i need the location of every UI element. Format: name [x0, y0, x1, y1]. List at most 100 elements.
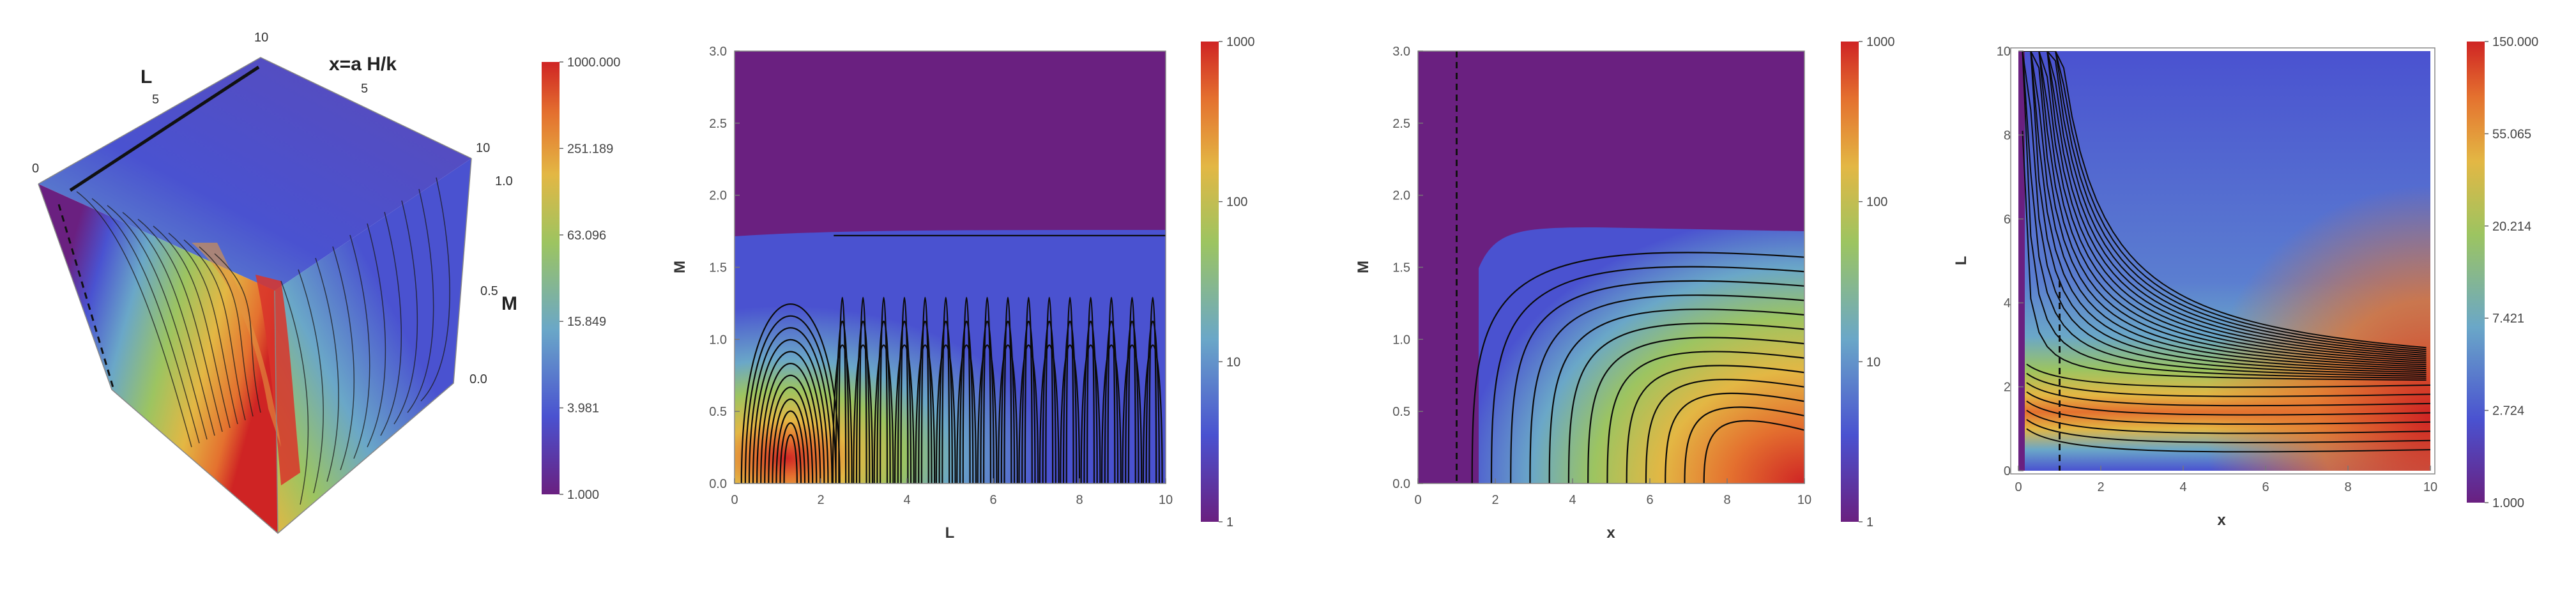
plot-2-contour	[1065, 297, 1074, 483]
plot-4-contour	[2022, 51, 2427, 349]
plot-4-xtick-label: 2	[2097, 480, 2104, 494]
cube-contour	[332, 246, 355, 471]
plot-2-contour	[853, 344, 874, 483]
colorbar-2	[1201, 42, 1219, 522]
plot-4-contour	[2022, 130, 2427, 381]
plot-4-xtick-label: 8	[2344, 480, 2351, 494]
plot-2-xlabel: L	[945, 524, 955, 542]
cube-plot: L x=a H/k M 0 5 10 0 5 10 1.0 0.5 0.0 1.…	[32, 31, 620, 534]
cube-axis-label-x: x=a H/k	[329, 54, 397, 75]
plot-2-ytick-label: 0.0	[709, 477, 727, 491]
plot-2-contour	[1145, 321, 1160, 483]
cube-hot-region	[255, 275, 300, 485]
colorbar-4-ticks: 1.000 2.724 7.421 20.214 55.065 150.000	[2485, 35, 2538, 510]
colorbar-3-ticks: 1 10 100 1000	[1859, 35, 1895, 529]
plot-4-contour	[2026, 400, 2430, 425]
plot-4-contour	[2026, 382, 2430, 407]
plot-2-contour	[855, 321, 871, 483]
plot-2-contour	[1021, 321, 1036, 483]
colorbar-1-tick-label: 15.849	[567, 315, 606, 329]
plot-2-ytick-label: 1.5	[709, 261, 727, 275]
plot-4-contour	[2022, 51, 2427, 354]
plot-4-axes: 0 2 4 6 8 10 0 2 4 6 8 10	[1997, 45, 2437, 494]
contour-plot-LM: 0 2 4 6 8 100.00.51.01.52.02.53.0 L M 1101001…	[671, 35, 1255, 542]
plot-2-contour	[956, 344, 977, 483]
plot-4-xtick-label: 10	[2423, 480, 2437, 494]
plot-3-contour	[1490, 266, 1804, 483]
plot-2-contour	[775, 410, 806, 483]
plot-4-xtick-label: 0	[2015, 480, 2022, 494]
cube-contour	[122, 211, 215, 436]
cube-L-tick-0: 0	[32, 162, 39, 176]
plot-3-contour	[1665, 392, 1804, 483]
plot-2-contour	[876, 321, 891, 483]
plot-2-contour	[894, 344, 915, 483]
plot-3-ytick-label: 0.0	[1392, 477, 1410, 491]
cube-top-face	[38, 57, 471, 291]
colorbar-3-tick-label: 100	[1866, 195, 1887, 209]
plot-2-contour	[1062, 321, 1078, 483]
plot-4-ytick-label: 10	[1997, 45, 2011, 59]
plot-4-ytick-label: 8	[2004, 128, 2011, 142]
plot-3-contour	[1626, 365, 1804, 483]
colorbar-2-tick-label: 100	[1226, 195, 1247, 209]
plot-2-contour	[1000, 321, 1016, 483]
cube-contour	[380, 211, 402, 436]
plot-4-contour	[2022, 51, 2427, 358]
plot-3-ylabel: M	[1355, 261, 1372, 273]
plot-2-contour	[1042, 321, 1056, 483]
plot-2-contour	[1083, 321, 1098, 483]
plot-2-ytick-label: 2.0	[709, 189, 727, 203]
plot-4-contour	[2022, 51, 2427, 351]
plot-2-contours	[740, 234, 1166, 483]
plot-4-left-strip	[2018, 51, 2025, 471]
cube-x-tick-5: 5	[361, 82, 368, 96]
colorbar-3-tick-label: 1000	[1866, 35, 1895, 49]
plot-4-hot-band	[2018, 51, 2430, 471]
colorbar-3-tick-label: 10	[1866, 355, 1880, 369]
plot-2-contour	[838, 297, 847, 483]
cube-x-tick-10: 10	[476, 141, 490, 155]
cube-contour	[168, 232, 238, 425]
cube-contour	[137, 218, 223, 432]
plot-2-xtick-label: 0	[731, 493, 738, 507]
plot-2-contour	[832, 344, 853, 483]
plot-2-contour	[1107, 297, 1116, 483]
plot-2-ytick-label: 0.5	[709, 405, 727, 419]
plot-3-ytick-label: 1.5	[1392, 261, 1410, 275]
plot-2-ytick-label: 2.5	[709, 117, 727, 131]
plot-4-contour	[2022, 51, 2427, 374]
cube-contour	[420, 177, 450, 402]
plot-4-xtick-label: 4	[2179, 480, 2186, 494]
plot-3-field	[1479, 227, 1804, 483]
plot-2-xtick-label: 2	[817, 493, 824, 507]
plot-2-xtick-label: 4	[903, 493, 910, 507]
plot-2-xtick-label: 10	[1159, 493, 1173, 507]
cube-contour	[393, 200, 418, 425]
plot-2-contour	[873, 344, 894, 483]
cube-dashed-line	[57, 204, 115, 390]
plot-4-contour	[2026, 372, 2430, 397]
plot-3-ytick-label: 2.0	[1392, 189, 1410, 203]
plot-2-contour	[918, 321, 933, 483]
plot-2-contour	[915, 344, 936, 483]
plot-2-contour	[1101, 344, 1122, 483]
colorbar-1-tick-label: 1000.000	[567, 56, 620, 70]
cube-M-tick-0: 0.0	[469, 372, 487, 386]
plot-2-contour	[938, 321, 953, 483]
plot-2-contour	[768, 386, 814, 483]
plot-3-axes: 0 2 4 6 8 10 0.0 0.5 1.0 1.5 2.0 2.5 3.0	[1392, 45, 1811, 507]
plot-3-contour	[1645, 379, 1804, 483]
plot-3-xtick-label: 8	[1723, 493, 1730, 507]
cube-M-tick-05: 0.5	[480, 284, 498, 298]
colorbar-1-ticks: 1.000 3.981 15.849 63.096 251.189 1000.000	[560, 56, 620, 502]
colorbar-1-tick-label: 63.096	[567, 229, 606, 243]
plot-2-contour	[1018, 344, 1039, 483]
plot-2-contour	[900, 297, 909, 483]
plot-2-contour	[858, 297, 867, 483]
plot-4-xtick-label: 6	[2262, 480, 2269, 494]
cube-contour-lines	[76, 177, 450, 505]
plot-2-contour	[835, 321, 850, 483]
plot-2-contour	[983, 297, 992, 483]
cube-L-tick-5: 5	[152, 93, 159, 107]
